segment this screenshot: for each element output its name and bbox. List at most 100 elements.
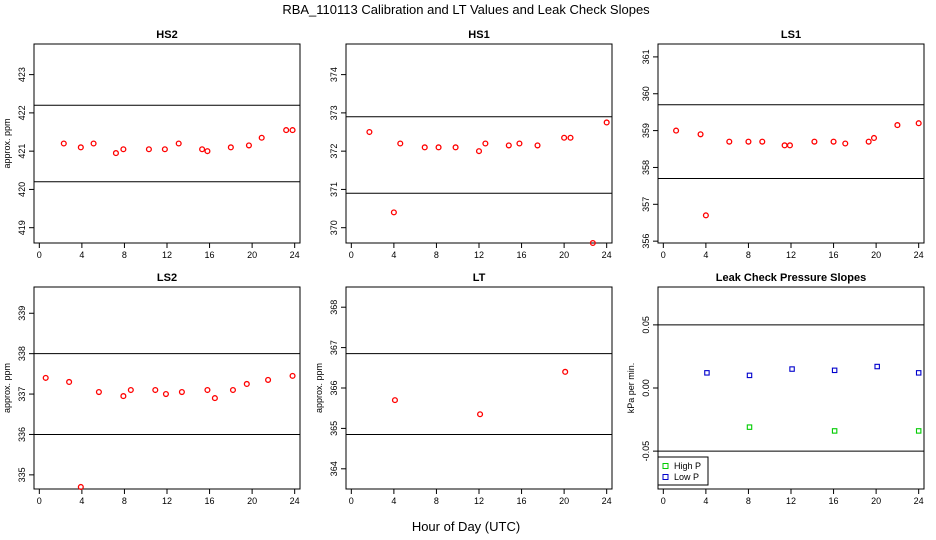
data-point bbox=[561, 134, 568, 141]
data-point bbox=[204, 386, 211, 394]
data-point-high-p bbox=[915, 428, 922, 434]
x-tick-label: 20 bbox=[559, 250, 569, 260]
x-tick-label: 8 bbox=[746, 250, 751, 260]
data-point bbox=[258, 134, 265, 141]
y-tick-label: 365 bbox=[329, 421, 339, 436]
x-tick-label: 4 bbox=[703, 250, 708, 260]
x-tick-label: 16 bbox=[829, 496, 839, 506]
data-point bbox=[289, 372, 296, 379]
data-point bbox=[452, 144, 459, 151]
x-tick-label: 8 bbox=[434, 250, 439, 260]
data-point bbox=[227, 144, 234, 151]
data-point bbox=[211, 395, 218, 402]
panel-2: HS1 0 4 8 12 16 20 24 370 371 372 373 374 bbox=[329, 29, 613, 260]
data-point-low-p bbox=[915, 370, 922, 376]
x-tick-label: 4 bbox=[79, 496, 84, 506]
x-tick-label: 16 bbox=[517, 496, 527, 506]
y-tick-label: 374 bbox=[329, 67, 339, 82]
x-tick-label: 16 bbox=[517, 250, 527, 260]
data-point bbox=[391, 397, 398, 404]
x-tick-label: 8 bbox=[122, 496, 127, 506]
legend-label: Low P bbox=[674, 472, 699, 482]
legend-marker bbox=[662, 463, 669, 469]
data-point bbox=[745, 138, 752, 145]
data-point bbox=[811, 138, 818, 145]
x-tick-label: 24 bbox=[602, 496, 612, 506]
data-point bbox=[726, 138, 733, 145]
x-tick-label: 16 bbox=[205, 496, 215, 506]
panel-6: Leak Check Pressure Slopes 0 4 8 12 16 20 24 -0.… bbox=[626, 272, 925, 506]
data-point bbox=[421, 144, 428, 151]
y-tick-label: 339 bbox=[17, 306, 27, 321]
x-tick-label: 12 bbox=[162, 250, 172, 260]
x-tick-label: 0 bbox=[661, 250, 666, 260]
y-tick-label: 371 bbox=[329, 182, 339, 197]
x-tick-label: 24 bbox=[602, 250, 612, 260]
x-tick-label: 12 bbox=[474, 496, 484, 506]
data-point bbox=[894, 122, 901, 129]
x-tick-label: 12 bbox=[786, 250, 796, 260]
panel-5: LT 0 4 8 12 16 20 24 364 365 366 367 368 approx. ppm bbox=[314, 272, 613, 506]
x-tick-label: 4 bbox=[79, 250, 84, 260]
plot-frame bbox=[33, 43, 301, 244]
y-tick-label: 337 bbox=[17, 387, 27, 402]
x-tick-label: 0 bbox=[349, 250, 354, 260]
data-point bbox=[60, 140, 67, 147]
y-axis-label: approx. ppm bbox=[314, 363, 324, 413]
data-point bbox=[697, 131, 704, 138]
x-tick-label: 16 bbox=[829, 250, 839, 260]
panel-title: HS1 bbox=[468, 29, 489, 41]
y-axis-label: kPa per min. bbox=[626, 363, 636, 414]
x-tick-label: 20 bbox=[871, 496, 881, 506]
data-point bbox=[915, 120, 922, 127]
legend-marker bbox=[662, 474, 669, 480]
data-point bbox=[162, 391, 169, 398]
x-tick-label: 0 bbox=[661, 496, 666, 506]
x-tick-label: 20 bbox=[559, 496, 569, 506]
x-tick-label: 0 bbox=[37, 496, 42, 506]
data-point bbox=[516, 140, 523, 147]
data-point bbox=[673, 127, 680, 134]
data-point-low-p bbox=[831, 367, 838, 374]
data-point bbox=[175, 140, 182, 147]
y-tick-label: 0.00 bbox=[641, 379, 651, 397]
plot-frame bbox=[33, 286, 301, 490]
legend-label: High P bbox=[674, 461, 701, 471]
y-tick-label: 360 bbox=[641, 86, 651, 101]
data-point-low-p bbox=[746, 372, 753, 379]
data-point bbox=[475, 148, 483, 155]
data-point bbox=[870, 134, 878, 142]
x-tick-label: 16 bbox=[205, 250, 215, 260]
panel-title: Leak Check Pressure Slopes bbox=[716, 272, 866, 284]
data-point bbox=[243, 380, 250, 388]
data-point bbox=[865, 138, 872, 145]
data-point bbox=[534, 142, 541, 149]
data-point bbox=[265, 376, 272, 383]
y-tick-label: 357 bbox=[641, 197, 651, 212]
y-tick-label: 359 bbox=[641, 123, 651, 138]
y-tick-label: 366 bbox=[329, 380, 339, 395]
panel-1: HS2 0 4 8 12 16 20 24 419 420 421 422 423 approx. ppm bbox=[2, 29, 301, 260]
data-point bbox=[145, 146, 152, 153]
y-tick-label: 368 bbox=[329, 300, 339, 315]
data-point bbox=[562, 368, 569, 375]
x-tick-label: 24 bbox=[914, 250, 924, 260]
data-point bbox=[112, 150, 119, 157]
data-point-low-p bbox=[789, 366, 795, 372]
y-tick-label: 422 bbox=[17, 105, 27, 120]
data-point bbox=[435, 144, 442, 151]
panel-title: HS2 bbox=[156, 29, 177, 41]
data-point bbox=[42, 374, 49, 381]
y-tick-label: 0.05 bbox=[641, 316, 651, 334]
y-tick-label: 335 bbox=[17, 467, 27, 482]
y-tick-label: 423 bbox=[17, 67, 27, 82]
x-tick-label: 0 bbox=[349, 496, 354, 506]
panel-title: LS1 bbox=[781, 29, 801, 41]
data-point bbox=[178, 388, 185, 396]
data-point bbox=[477, 411, 484, 418]
plot-frame bbox=[345, 286, 613, 490]
x-tick-label: 8 bbox=[122, 250, 127, 260]
y-tick-label: 420 bbox=[17, 182, 27, 197]
data-point bbox=[127, 386, 134, 394]
x-tick-label: 4 bbox=[391, 250, 396, 260]
